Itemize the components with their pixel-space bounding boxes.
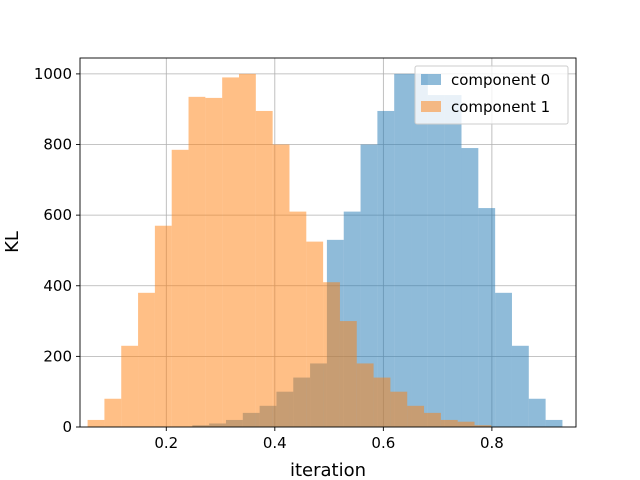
histogram-bar: [255, 110, 273, 428]
histogram-bar: [188, 96, 206, 427]
legend-label-component-0: component 0: [451, 71, 550, 89]
legend-swatch-component-0: [421, 74, 441, 85]
histogram-bar: [377, 110, 395, 428]
series-1: [87, 73, 492, 428]
legend-swatch-component-1: [421, 101, 441, 112]
legend-box: [414, 65, 569, 125]
y-tick-label: 200: [43, 347, 72, 365]
x-tick-label: 0.4: [263, 434, 287, 452]
legend-label-component-1: component 1: [451, 98, 550, 116]
histogram-bar: [356, 363, 374, 427]
histogram-bar: [495, 292, 512, 427]
x-axis-label: iteration: [290, 460, 366, 480]
x-tick-label: 0.6: [371, 434, 395, 452]
histogram-bar: [407, 405, 425, 427]
y-axis-label: KL: [2, 231, 23, 253]
histogram-bar: [373, 377, 391, 427]
histogram-bar: [272, 144, 290, 427]
plot-frame: [79, 57, 577, 428]
series-0: [192, 73, 563, 428]
y-tick-label: 800: [43, 136, 72, 154]
histogram-bar: [239, 73, 256, 427]
histogram-bar: [411, 73, 428, 427]
histogram-bar: [360, 144, 378, 427]
x-tick-label: 0.2: [154, 434, 178, 452]
histogram-bar: [545, 419, 563, 427]
histogram-bar: [121, 345, 139, 427]
histogram-bar: [427, 95, 445, 428]
y-tick-label: 0: [62, 418, 72, 436]
histogram-bar: [306, 241, 324, 427]
x-tick-label: 0.8: [480, 434, 504, 452]
histogram-bars: [87, 73, 563, 428]
legend: component 0 component 1: [414, 65, 569, 125]
histogram-bar: [222, 77, 240, 427]
histogram-bar: [511, 345, 529, 427]
histogram-bar: [154, 225, 172, 427]
histogram-bar: [478, 208, 496, 427]
histogram-bar: [394, 73, 412, 427]
histogram-bar: [323, 282, 340, 427]
histogram-bar: [138, 292, 155, 427]
histogram-bar: [474, 425, 492, 427]
histogram-bar: [440, 419, 458, 427]
histogram-bar: [528, 398, 546, 427]
y-tick-label: 400: [43, 277, 72, 295]
histogram-bar: [390, 391, 408, 427]
histogram-bar: [171, 149, 189, 428]
histogram-bar: [424, 412, 441, 427]
y-tick-label: 600: [43, 206, 72, 224]
histogram-bar: [457, 421, 475, 427]
histogram-bar: [289, 211, 307, 427]
histogram-bar: [205, 97, 223, 428]
histogram-bar: [87, 419, 105, 427]
histogram-bar: [104, 398, 122, 427]
y-tick-label: 1000: [34, 65, 72, 83]
histogram-bar: [339, 321, 357, 427]
axis-ticks: 0.2 0.4 0.6 0.8 0 200 400 600 800 1000: [34, 65, 504, 452]
histogram-bar: [444, 95, 462, 428]
histogram-bar: [461, 148, 479, 427]
